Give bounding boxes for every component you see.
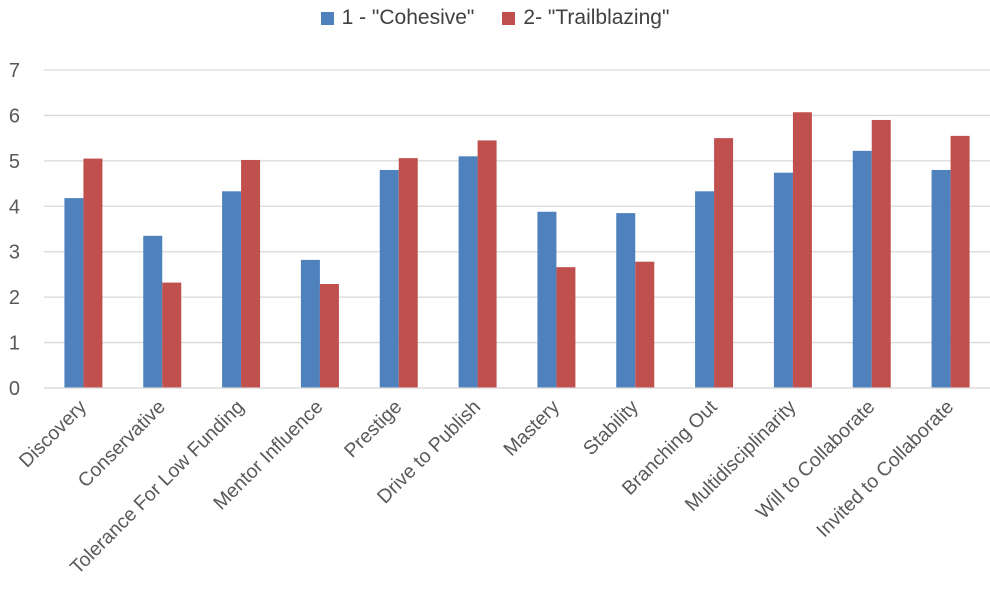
bar-series-1-3 (300, 259, 320, 388)
legend-swatch-series-2 (502, 11, 516, 25)
bar-series-2-0 (83, 158, 103, 388)
x-tick-label: Mastery (499, 396, 564, 461)
legend-label-series-2: 2- "Trailblazing" (523, 6, 670, 29)
bar-series-1-8 (695, 191, 715, 388)
x-tick-label: Invited to Collaborate (812, 396, 958, 542)
x-tick-label: Discovery (15, 396, 91, 472)
legend-item-series-1: 1 - "Cohesive" (320, 6, 475, 30)
bar-series-1-5 (458, 156, 478, 388)
legend: 1 - "Cohesive" 2- "Trailblazing" (0, 6, 990, 30)
x-tick-label: Stability (579, 396, 643, 460)
bar-series-1-11 (931, 169, 951, 388)
bar-series-1-7 (616, 213, 636, 388)
bar-series-2-4 (398, 158, 418, 388)
bar-series-1-1 (143, 235, 163, 388)
bar-series-1-0 (64, 198, 84, 388)
y-tick-label: 6 (9, 105, 20, 127)
y-tick-label: 2 (9, 287, 20, 309)
bar-series-1-6 (537, 211, 557, 388)
bar-series-2-1 (162, 282, 182, 388)
y-tick-label: 4 (9, 196, 20, 218)
bar-series-1-4 (379, 169, 399, 388)
bar-series-2-6 (556, 267, 576, 388)
bar-series-2-10 (871, 119, 891, 388)
legend-label-series-1: 1 - "Cohesive" (341, 6, 475, 29)
y-tick-label: 1 (9, 333, 20, 355)
y-tick-label: 0 (9, 378, 20, 400)
y-tick-label: 3 (9, 242, 20, 264)
bar-series-2-5 (477, 140, 497, 388)
bar-series-1-9 (773, 172, 793, 388)
bar-series-2-11 (950, 135, 970, 388)
bar-series-2-7 (635, 261, 655, 388)
x-tick-label: Prestige (340, 396, 406, 462)
legend-swatch-series-1 (320, 11, 334, 25)
y-tick-label: 5 (9, 151, 20, 173)
bar-series-2-9 (792, 112, 812, 389)
y-tick-label: 7 (9, 60, 20, 82)
bar-series-1-10 (852, 150, 872, 388)
bar-series-2-2 (241, 159, 261, 388)
bar-series-2-8 (714, 138, 734, 388)
legend-item-series-2: 2- "Trailblazing" (502, 6, 669, 30)
bar-series-1-2 (222, 191, 242, 388)
bar-series-2-3 (319, 283, 339, 388)
